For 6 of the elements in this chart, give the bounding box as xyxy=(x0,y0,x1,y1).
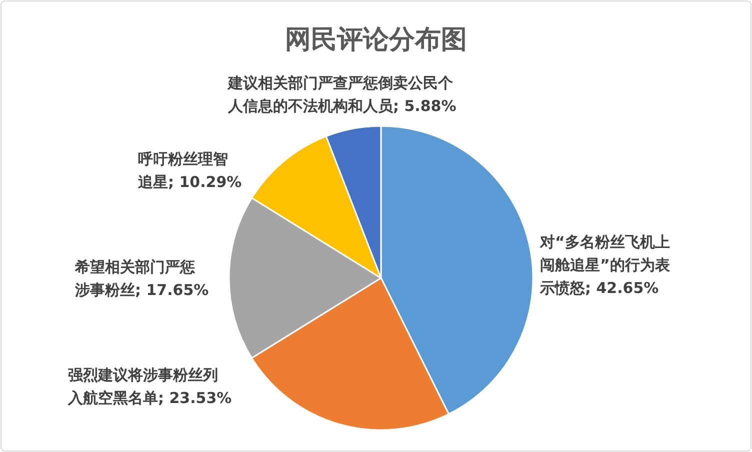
slice-label: 希望相关部门严惩涉事粉丝; 17.65% xyxy=(74,258,209,299)
slice-label: 对“多名粉丝飞机上闯舱追星”的行为表示愤怒; 42.65% xyxy=(539,233,671,297)
slice-label: 呼吁粉丝理智追星; 10.29% xyxy=(137,150,242,191)
slice-label: 强烈建议将涉事粉丝列入航空黑名单; 23.53% xyxy=(67,366,232,407)
chart-title: 网民评论分布图 xyxy=(285,25,467,55)
slice-label: 建议相关部门严查严惩倒卖公民个人信息的不法机构和人员; 5.88% xyxy=(227,74,456,115)
